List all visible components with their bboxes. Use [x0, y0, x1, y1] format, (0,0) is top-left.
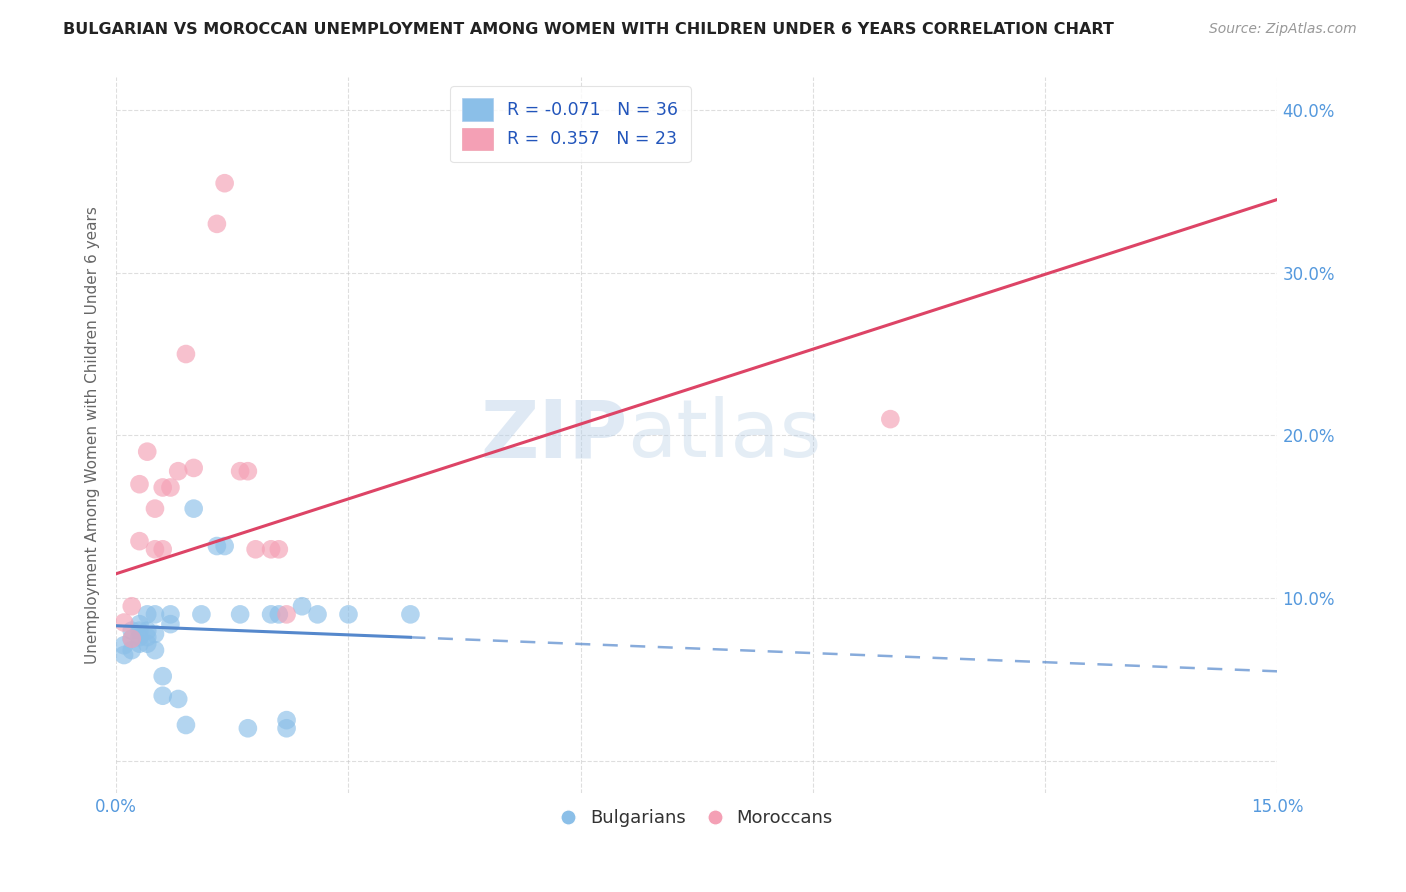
Point — [174, 347, 197, 361]
Point — [143, 627, 166, 641]
Point — [236, 464, 259, 478]
Point — [167, 464, 190, 478]
Point — [229, 464, 252, 478]
Point — [174, 718, 197, 732]
Point — [267, 542, 290, 557]
Point — [143, 501, 166, 516]
Point — [236, 721, 259, 735]
Point — [307, 607, 329, 622]
Point — [260, 542, 283, 557]
Point — [260, 607, 283, 622]
Point — [121, 643, 143, 657]
Text: Source: ZipAtlas.com: Source: ZipAtlas.com — [1209, 22, 1357, 37]
Point — [128, 630, 150, 644]
Point — [121, 632, 143, 646]
Point — [143, 643, 166, 657]
Point — [128, 534, 150, 549]
Point — [159, 607, 181, 622]
Point — [143, 542, 166, 557]
Point — [267, 607, 290, 622]
Point — [112, 648, 135, 662]
Text: BULGARIAN VS MOROCCAN UNEMPLOYMENT AMONG WOMEN WITH CHILDREN UNDER 6 YEARS CORRE: BULGARIAN VS MOROCCAN UNEMPLOYMENT AMONG… — [63, 22, 1114, 37]
Point — [128, 637, 150, 651]
Point — [229, 607, 252, 622]
Point — [399, 607, 422, 622]
Point — [214, 176, 236, 190]
Point — [159, 617, 181, 632]
Point — [205, 539, 228, 553]
Point — [121, 632, 143, 646]
Point — [276, 607, 298, 622]
Point — [152, 480, 174, 494]
Point — [159, 480, 181, 494]
Point — [276, 713, 298, 727]
Point — [190, 607, 212, 622]
Text: ZIP: ZIP — [479, 396, 627, 475]
Y-axis label: Unemployment Among Women with Children Under 6 years: Unemployment Among Women with Children U… — [86, 206, 100, 665]
Point — [879, 412, 901, 426]
Point — [205, 217, 228, 231]
Point — [291, 599, 314, 614]
Point — [152, 542, 174, 557]
Point — [121, 599, 143, 614]
Point — [245, 542, 267, 557]
Point — [112, 638, 135, 652]
Point — [128, 477, 150, 491]
Point — [183, 461, 205, 475]
Point — [136, 444, 159, 458]
Point — [112, 615, 135, 630]
Point — [136, 607, 159, 622]
Point — [152, 689, 174, 703]
Point — [143, 607, 166, 622]
Point — [128, 624, 150, 638]
Legend: Bulgarians, Moroccans: Bulgarians, Moroccans — [554, 802, 839, 834]
Point — [128, 617, 150, 632]
Point — [337, 607, 360, 622]
Point — [152, 669, 174, 683]
Point — [167, 692, 190, 706]
Point — [136, 630, 159, 644]
Point — [214, 539, 236, 553]
Point — [136, 624, 159, 638]
Point — [183, 501, 205, 516]
Text: atlas: atlas — [627, 396, 821, 475]
Point — [276, 721, 298, 735]
Point — [121, 624, 143, 638]
Point — [136, 637, 159, 651]
